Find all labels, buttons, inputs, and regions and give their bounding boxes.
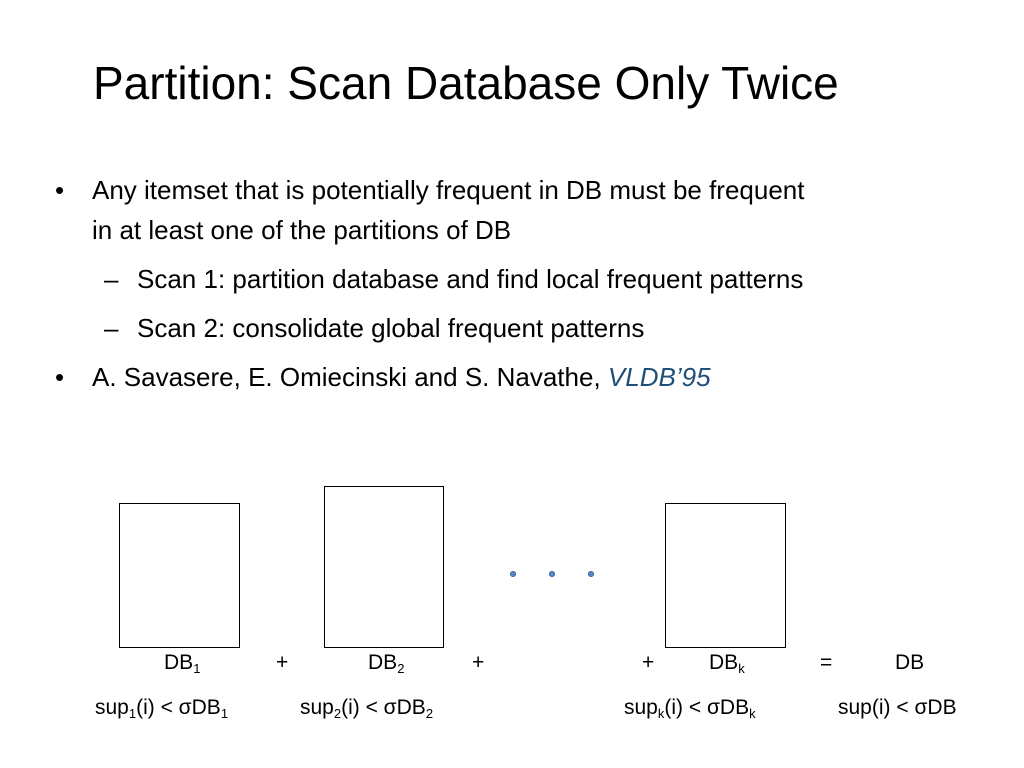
reference-citation: VLDB’95 xyxy=(607,362,711,392)
partition-box-db1 xyxy=(119,503,240,648)
ellipsis-dot xyxy=(549,571,555,577)
equals-sign: = xyxy=(820,651,833,674)
label-db1: DB1 xyxy=(164,651,201,676)
bullet-marker: • xyxy=(55,362,65,392)
bullet-2: A. Savasere, E. Omiecinski and S. Navath… xyxy=(92,357,711,397)
support-condition-k: supk(i) < σDBk xyxy=(624,696,756,721)
dash-marker: – xyxy=(104,313,119,343)
ellipsis-dot xyxy=(588,571,594,577)
bullet-marker: • xyxy=(55,175,65,205)
reference-authors: A. Savasere, E. Omiecinski and S. Navath… xyxy=(92,362,608,392)
sub-bullet-scan-1: Scan 1: partition database and find loca… xyxy=(137,264,804,294)
support-condition-global: sup(i) < σDB xyxy=(838,696,957,719)
plus-sign: + xyxy=(472,651,485,674)
plus-sign: + xyxy=(276,651,289,674)
partition-box-dbk xyxy=(665,503,786,648)
bullet-1-line-1: Any itemset that is potentially frequent… xyxy=(92,175,805,205)
bullet-1-line-2: in at least one of the partitions of DB xyxy=(92,215,512,245)
label-db2: DB2 xyxy=(368,651,405,676)
slide-title: Partition: Scan Database Only Twice xyxy=(93,57,839,109)
support-condition-1: sup1(i) < σDB1 xyxy=(95,696,229,721)
plus-sign: + xyxy=(642,651,655,674)
partition-box-db2 xyxy=(324,486,444,648)
label-dbk: DBk xyxy=(709,651,745,676)
label-db: DB xyxy=(895,651,925,674)
ellipsis-dot xyxy=(510,571,516,577)
dash-marker: – xyxy=(104,264,119,294)
sub-bullet-scan-2: Scan 2: consolidate global frequent patt… xyxy=(137,313,645,343)
support-condition-2: sup2(i) < σDB2 xyxy=(300,696,434,721)
